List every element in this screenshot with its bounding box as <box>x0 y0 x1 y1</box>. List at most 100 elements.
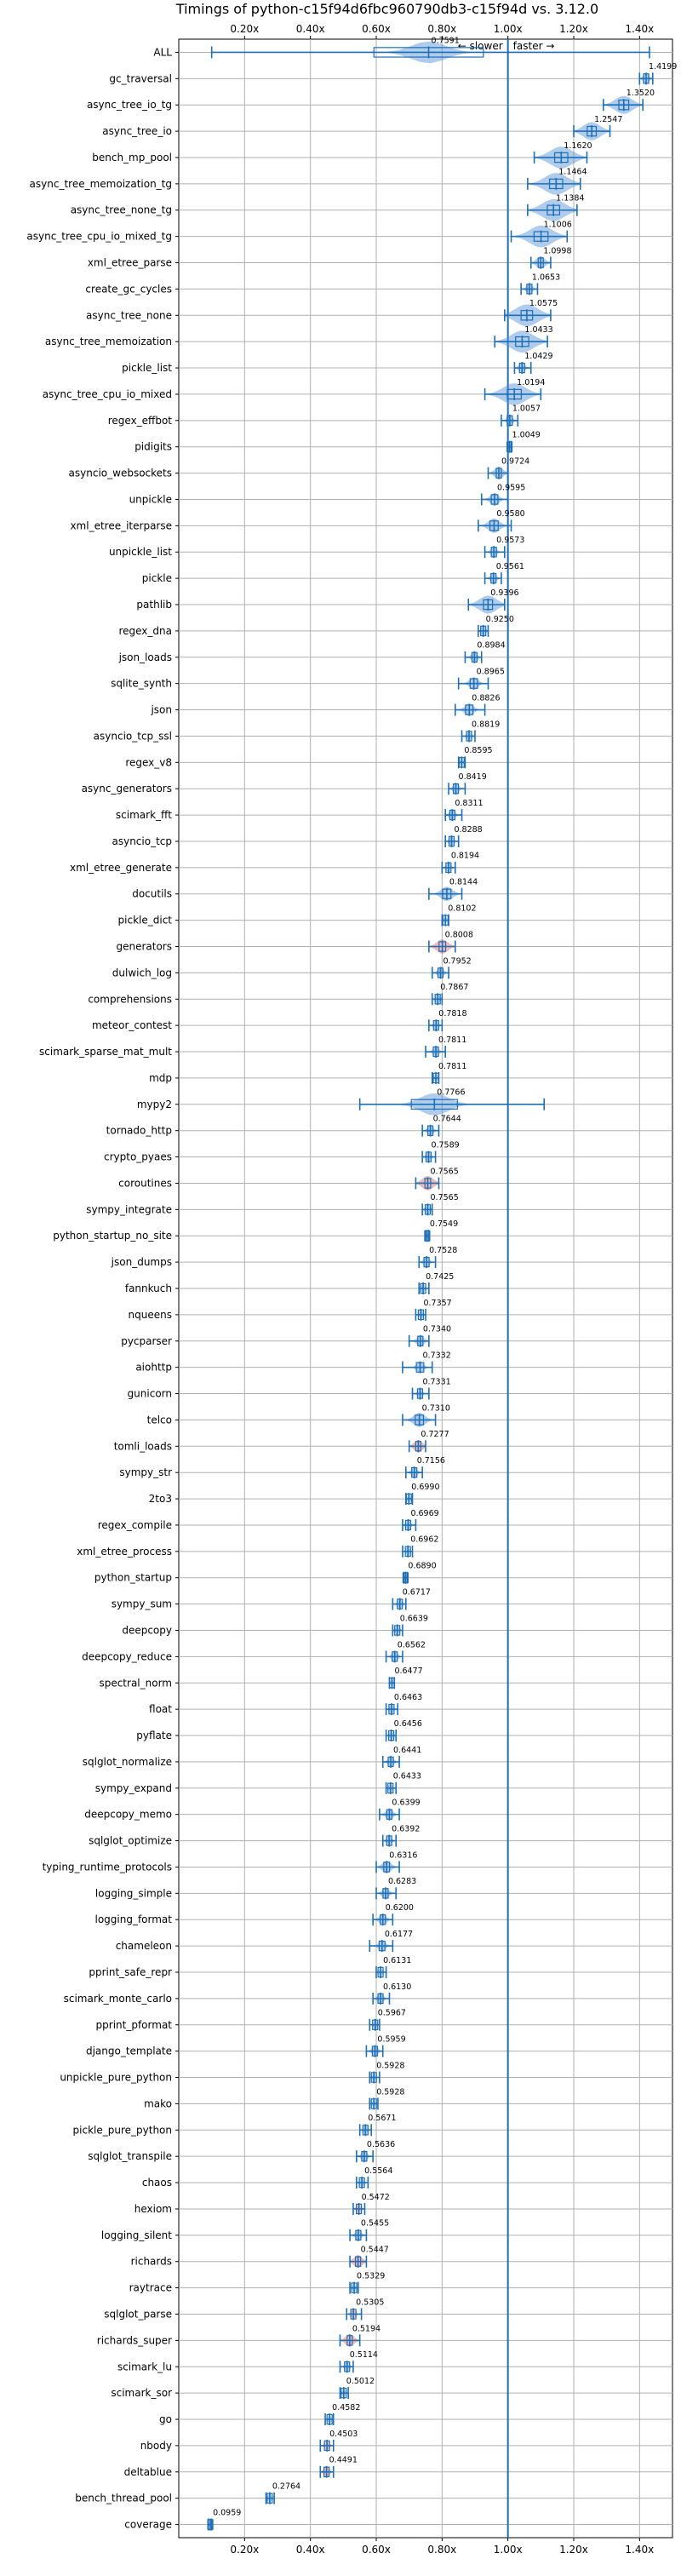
value-label: 0.9724 <box>501 456 529 466</box>
value-label: 0.6131 <box>383 1956 411 1965</box>
value-label: 0.7589 <box>431 1140 459 1150</box>
value-label: 0.8826 <box>472 693 500 703</box>
category-label: scimark_lu <box>117 2361 172 2372</box>
value-label: 0.6200 <box>386 1903 414 1913</box>
value-label: 0.4491 <box>329 2456 358 2465</box>
category-label: sympy_sum <box>112 1598 172 1610</box>
category-label: create_gc_cycles <box>85 283 172 295</box>
value-label: 0.5012 <box>346 2377 375 2386</box>
value-label: 0.7277 <box>421 1430 449 1439</box>
value-label: 0.7332 <box>423 1351 451 1361</box>
value-label: 0.6639 <box>400 1614 428 1623</box>
category-label: spectral_norm <box>99 1677 172 1689</box>
category-label: sympy_str <box>119 1466 172 1478</box>
category-label: async_tree_none <box>86 309 172 321</box>
category-label: raytrace <box>129 2282 172 2294</box>
category-label: deltablue <box>124 2466 172 2478</box>
value-label: 0.6562 <box>398 1640 426 1649</box>
category-label: unpickle_list <box>109 546 172 558</box>
category-label: gc_traversal <box>109 72 172 84</box>
category-label: typing_runtime_protocols <box>43 1861 172 1873</box>
category-label: python_startup_no_site <box>53 1230 172 1242</box>
x-tick-label-bottom: 0.40x <box>296 2544 325 2556</box>
category-label: pyflate <box>136 1730 172 1741</box>
category-label: ALL <box>153 46 172 58</box>
category-label: coroutines <box>118 1177 172 1189</box>
value-label: 0.8311 <box>455 799 483 808</box>
category-label: go <box>159 2413 172 2425</box>
value-label: 0.8144 <box>449 878 478 887</box>
value-label: 0.7952 <box>443 956 471 966</box>
value-label: 0.6463 <box>394 1693 422 1702</box>
value-label: 0.6990 <box>411 1483 439 1492</box>
value-label: 0.7549 <box>430 1219 458 1229</box>
category-label: aiohttp <box>135 1362 172 1374</box>
value-label: 0.7644 <box>433 1115 461 1124</box>
value-label: 0.5472 <box>362 2193 390 2202</box>
faster-label: faster → <box>513 40 555 52</box>
category-label: logging_silent <box>101 2229 172 2241</box>
category-label: logging_format <box>94 1913 172 1925</box>
value-label: 0.5455 <box>361 2219 389 2229</box>
category-label: json <box>150 704 172 716</box>
value-label: 0.7811 <box>438 1062 466 1071</box>
value-label: 0.7565 <box>431 1167 459 1176</box>
value-label: 0.7310 <box>422 1403 450 1413</box>
value-label: 0.4582 <box>332 2403 360 2412</box>
category-label: asyncio_tcp <box>112 835 172 847</box>
value-label: 0.5959 <box>377 2035 405 2045</box>
value-label: 1.0998 <box>543 246 571 255</box>
category-label: async_tree_cpu_io_mixed <box>43 388 172 400</box>
value-label: 0.5194 <box>352 2324 381 2333</box>
category-label: xml_etree_generate <box>70 862 172 874</box>
chart-title: Timings of python-c15f94d6fbc960790db3-c… <box>175 1 598 17</box>
category-label: pickle_list <box>122 362 172 374</box>
value-label: 0.5928 <box>376 2061 404 2070</box>
value-label: 1.1384 <box>556 194 584 204</box>
category-label: tornado_http <box>106 1125 172 1137</box>
value-label: 0.8595 <box>464 746 492 755</box>
category-label: regex_v8 <box>125 756 172 768</box>
value-label: 0.6477 <box>394 1667 422 1676</box>
category-label: deepcopy_memo <box>84 1809 172 1821</box>
category-label: async_tree_memoization <box>45 336 172 347</box>
value-label: 0.9580 <box>496 509 524 519</box>
value-label: 1.0057 <box>512 404 541 414</box>
value-label: 1.0429 <box>524 352 552 361</box>
category-label: sqlglot_normalize <box>83 1756 172 1768</box>
category-label: scimark_sor <box>111 2387 172 2399</box>
category-label: regex_dna <box>118 625 172 637</box>
category-label: chaos <box>142 2177 172 2189</box>
category-label: deepcopy <box>122 1624 172 1636</box>
x-tick-label-bottom: 0.20x <box>230 2544 259 2556</box>
x-tick-label-bottom: 1.40x <box>625 2544 654 2556</box>
x-tick-label-bottom: 0.80x <box>427 2544 456 2556</box>
category-label: pathlib <box>136 599 172 611</box>
value-label: 0.5928 <box>376 2087 404 2097</box>
value-label: 0.5329 <box>357 2271 385 2281</box>
category-label: sympy_expand <box>95 1782 172 1794</box>
value-label: 0.6717 <box>403 1587 431 1597</box>
category-label: mypy2 <box>137 1099 172 1110</box>
value-label: 0.9250 <box>486 615 514 624</box>
value-label: 1.0194 <box>517 378 545 387</box>
value-label: 0.6969 <box>410 1509 438 1518</box>
value-label: 0.5447 <box>361 2246 389 2255</box>
x-tick-label-top: 0.60x <box>362 23 391 35</box>
value-label: 0.8965 <box>477 668 505 677</box>
category-label: bench_thread_pool <box>75 2493 172 2504</box>
value-label: 0.7811 <box>438 1036 466 1045</box>
value-label: 0.0959 <box>213 2508 241 2517</box>
category-label: 2to3 <box>149 1493 172 1505</box>
value-label: 1.0049 <box>512 431 541 440</box>
value-label: 1.1464 <box>558 168 587 177</box>
slower-label: ← slower <box>458 40 503 52</box>
category-label: async_tree_cpu_io_mixed_tg <box>26 231 172 243</box>
category-label: asyncio_websockets <box>69 468 172 479</box>
category-label: coverage <box>124 2519 172 2531</box>
value-label: 0.6433 <box>393 1772 421 1781</box>
category-label: mako <box>144 2097 172 2109</box>
category-label: mdp <box>149 1072 172 1084</box>
value-label: 0.8288 <box>454 825 482 835</box>
value-label: 0.8194 <box>451 852 479 861</box>
